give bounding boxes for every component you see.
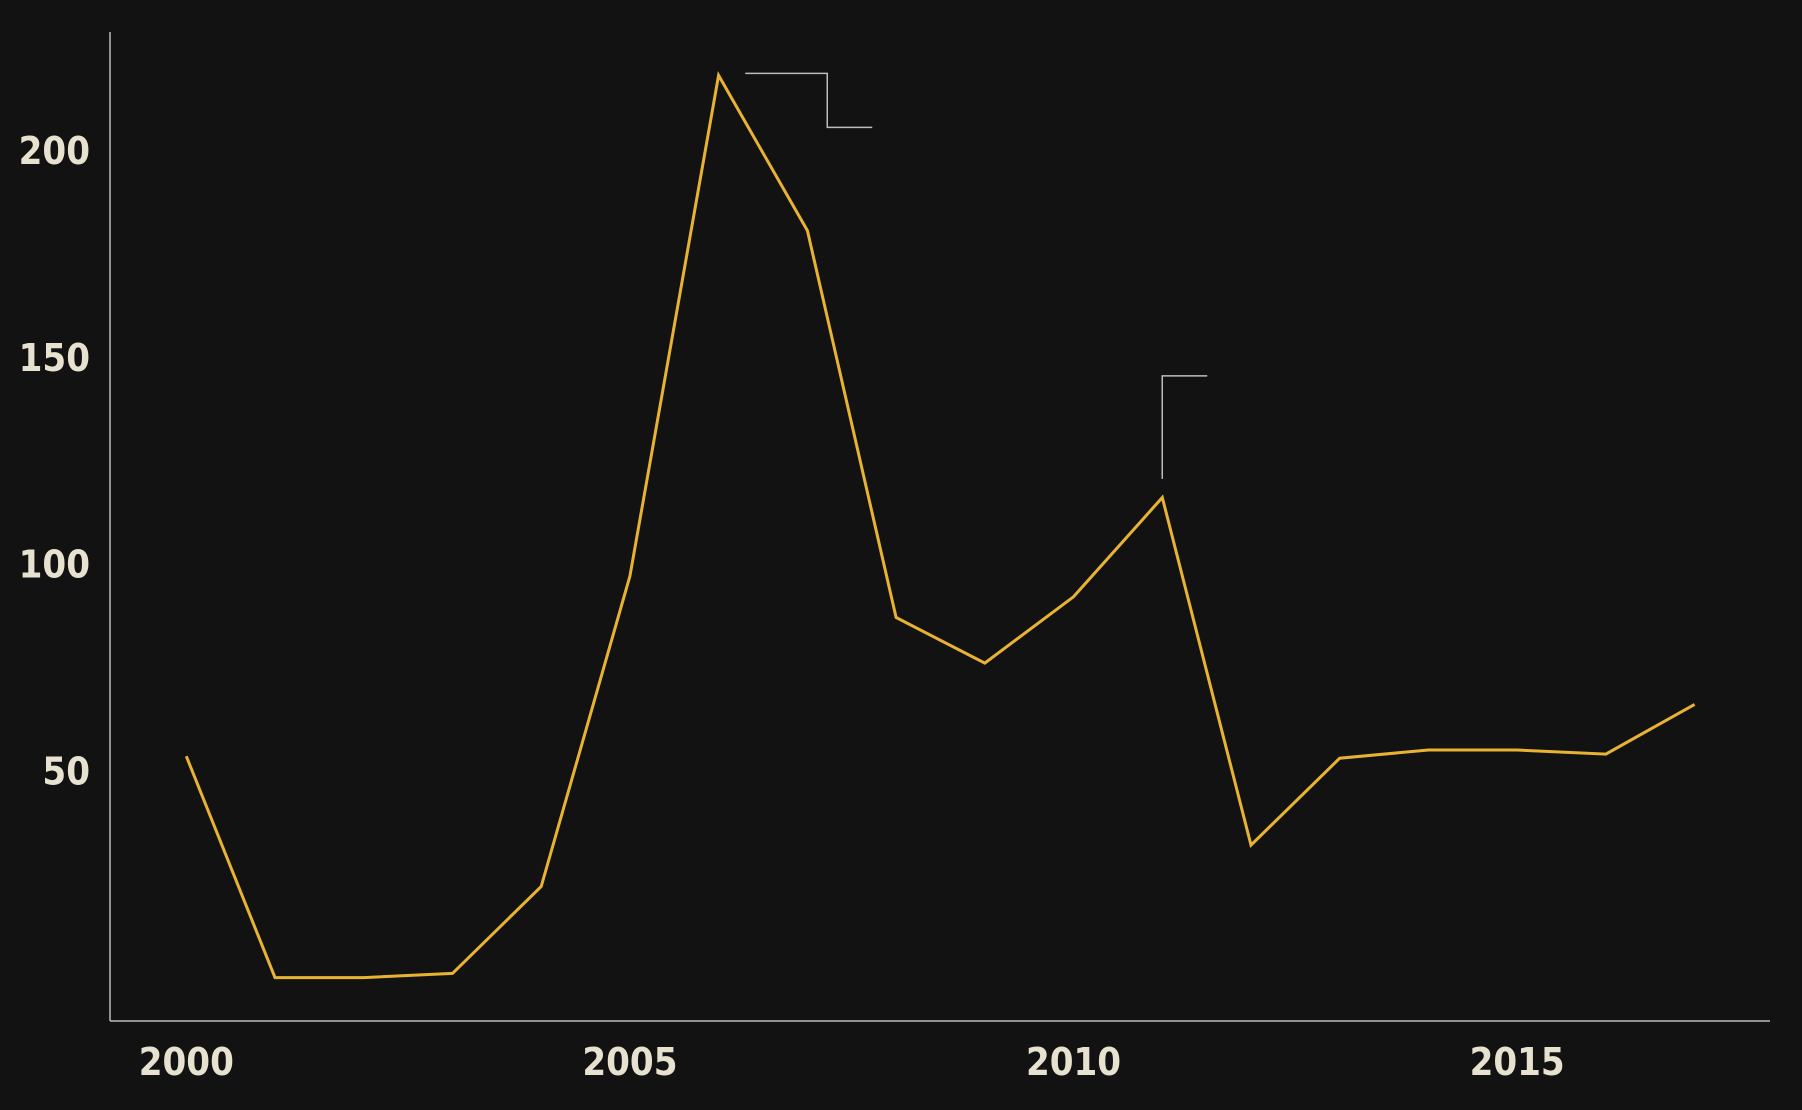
y-tick-label-100: 100 — [19, 543, 90, 587]
x-tick-label-2005: 2005 — [582, 1040, 677, 1084]
series-line-0 — [184, 71, 1696, 980]
x-tick-label-2015: 2015 — [1470, 1040, 1565, 1084]
y-tick-label-200: 200 — [19, 129, 90, 173]
annotation-callout-0 — [745, 72, 873, 129]
x-tick-labels: 2000 2005 2010 2015 — [139, 1040, 1565, 1084]
x-tick-label-2010: 2010 — [1026, 1040, 1121, 1084]
annotations — [745, 72, 1208, 479]
y-tick-label-150: 150 — [19, 336, 90, 380]
y-tick-label-50: 50 — [42, 750, 90, 794]
x-tick-label-2000: 2000 — [139, 1040, 234, 1084]
axes — [109, 32, 1770, 1022]
series-layer — [184, 71, 1696, 980]
y-tick-labels: 50 100 150 200 — [19, 129, 90, 794]
annotation-callout-1 — [1161, 375, 1208, 479]
